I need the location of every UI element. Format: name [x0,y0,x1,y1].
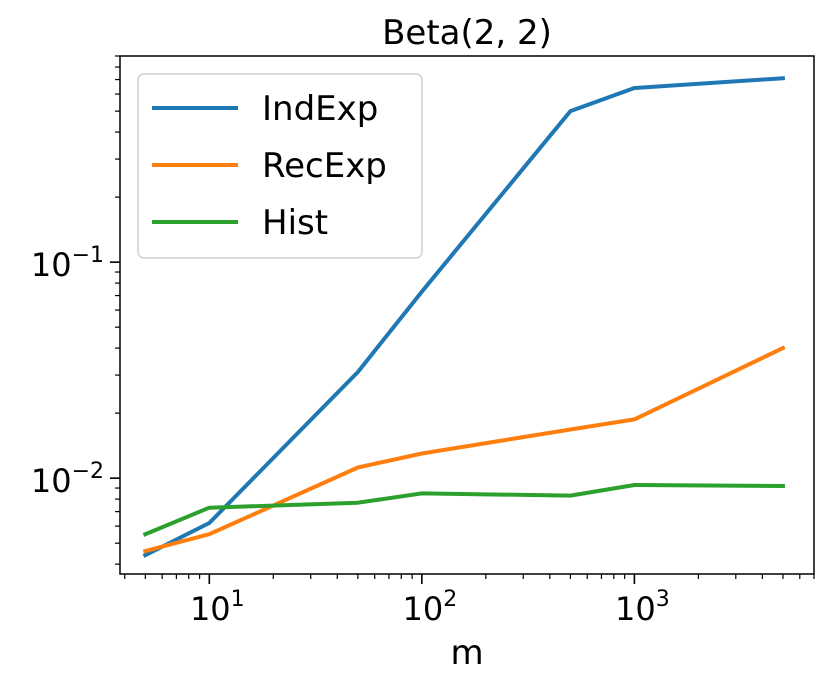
x-tick-label: 101 [190,587,245,628]
chart-title: Beta(2, 2) [382,13,552,53]
series-line-indexp [142,76,786,558]
x-axis-label: m [450,633,483,673]
ticks-layer: 101 102 103 10−1 10−2 [31,55,815,628]
legend-label-recexp: RecExp [262,146,387,186]
legend-label-indexp: IndExp [262,89,378,129]
series-line-hist [142,483,785,537]
y-tick-label: 10−2 [31,459,104,500]
legend-label-hist: Hist [262,203,328,243]
series-layer [142,76,786,558]
legend-box [137,73,423,259]
x-tick-label: 103 [615,587,670,628]
y-tick-label: 10−1 [31,243,104,284]
x-tick-label: 102 [402,587,457,628]
legend: IndExp RecExp Hist [137,73,423,259]
series-line-recexp [142,345,786,554]
plot-frame [119,55,815,575]
